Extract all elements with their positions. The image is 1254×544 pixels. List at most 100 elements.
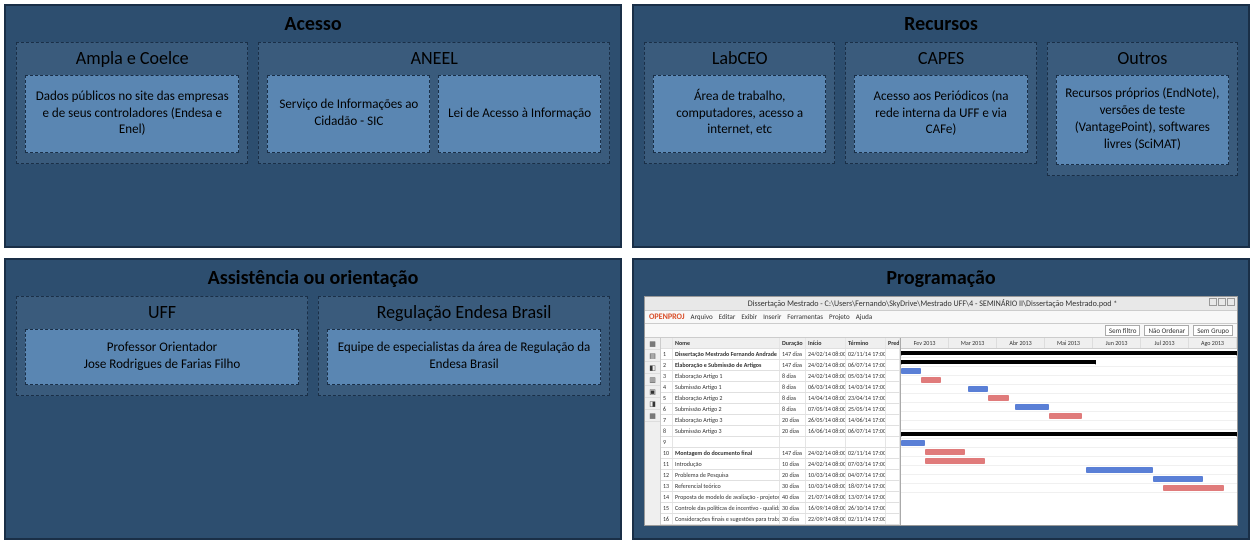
gantt-table-header: Nome Duração Início Término Pred...	[661, 338, 900, 349]
timeline-month: Abr 2013	[997, 338, 1045, 348]
table-row[interactable]: 6Submissão Artigo 28 dias07/05/14 08:002…	[661, 404, 900, 415]
timeline-month: Mar 2013	[949, 338, 997, 348]
card: Lei de Acesso à Informação	[438, 75, 601, 153]
gantt-row	[901, 430, 1237, 439]
menu-item[interactable]: Exibir	[741, 312, 757, 322]
summary-bar	[901, 360, 1096, 364]
table-row[interactable]: 7Elaboração Artigo 320 dias26/05/14 08:0…	[661, 415, 900, 426]
table-row[interactable]: 15Controle das políticas de incentivo - …	[661, 503, 900, 514]
gantt-row	[901, 439, 1237, 448]
gantt-row	[901, 385, 1237, 394]
table-row[interactable]: 3Elaboração Artigo 18 dias24/02/14 08:00…	[661, 371, 900, 382]
table-row[interactable]: 8Submissão Artigo 320 dias16/06/14 08:00…	[661, 426, 900, 437]
gantt-row	[901, 376, 1237, 385]
table-row[interactable]: 12Problema de Pesquisa20 dias10/03/14 08…	[661, 470, 900, 481]
card: Serviço de Informações ao Cidadão - SIC	[267, 75, 430, 153]
view-icon[interactable]: ▦	[645, 338, 660, 350]
table-row[interactable]: 11Introdução10 dias24/02/14 08:0007/03/1…	[661, 459, 900, 470]
menu-item[interactable]: Inserir	[763, 312, 781, 322]
sub-title: Ampla e Coelce	[76, 47, 189, 69]
sub-body: Área de trabalho, computadores, acesso a…	[653, 75, 826, 153]
menu-item[interactable]: Ajuda	[856, 312, 872, 322]
table-row[interactable]: 1Dissertação Mestrado Fernando Andrade14…	[661, 349, 900, 360]
gantt-table: Nome Duração Início Término Pred... 1Dis…	[661, 338, 901, 525]
table-row[interactable]: 10Montagem do documento final147 dias24/…	[661, 448, 900, 459]
col-h: Término	[846, 338, 886, 348]
gantt-chart: Fev 2013 Mar 2013 Abr 2013 Mai 2013 Jun …	[901, 338, 1237, 525]
table-row[interactable]: 16Considerações finais e sugestões para …	[661, 514, 900, 525]
gantt-row	[901, 421, 1237, 430]
summary-bar	[901, 351, 1237, 355]
gantt-icon-column: ▦ ▤ ◧ ▥ ▣ ◨ ▦	[645, 338, 661, 525]
col-h	[661, 338, 673, 348]
task-bar[interactable]	[901, 368, 921, 374]
panel-acesso: Acesso Ampla e Coelce Dados públicos no …	[4, 4, 622, 248]
col-h: Início	[806, 338, 846, 348]
gantt-row	[901, 394, 1237, 403]
table-row[interactable]: 9	[661, 437, 900, 448]
timeline-month: Mai 2013	[1045, 338, 1093, 348]
view-icon[interactable]: ▦	[645, 410, 660, 422]
task-bar[interactable]	[968, 386, 988, 392]
task-bar[interactable]	[925, 458, 985, 464]
sub-title: UFF	[148, 301, 176, 323]
table-row[interactable]: 4Submissão Artigo 18 dias06/03/14 08:001…	[661, 382, 900, 393]
card: Área de trabalho, computadores, acesso a…	[653, 75, 826, 153]
sub-body: Recursos próprios (EndNote), versões de …	[1056, 75, 1229, 165]
sub-ampla: Ampla e Coelce Dados públicos no site da…	[16, 42, 248, 164]
timeline-month: Fev 2013	[901, 338, 949, 348]
summary-bar	[901, 432, 1237, 436]
sub-title: CAPES	[918, 47, 964, 69]
sub-body: Acesso aos Periódicos (na rede interna d…	[854, 75, 1027, 153]
gantt-row	[901, 358, 1237, 367]
menu-item[interactable]: Ferramentas	[787, 312, 823, 322]
table-row[interactable]: 14Proposta de modelo de avaliação - proj…	[661, 492, 900, 503]
task-bar[interactable]	[1086, 467, 1153, 473]
sub-labceo: LabCEO Área de trabalho, computadores, a…	[644, 42, 835, 164]
table-row[interactable]: 5Elaboração Artigo 28 dias14/04/14 08:00…	[661, 393, 900, 404]
filter-combo[interactable]: Sem filtro	[1105, 325, 1141, 336]
task-bar[interactable]	[1049, 413, 1083, 419]
gantt-row	[901, 403, 1237, 412]
panel-body-acesso: Ampla e Coelce Dados públicos no site da…	[16, 42, 610, 234]
window-controls[interactable]	[1208, 298, 1235, 309]
table-row[interactable]: 13Referencial teórico30 dias10/03/14 08:…	[661, 481, 900, 492]
sub-uff: UFF Professor Orientador Jose Rodrigues …	[16, 296, 308, 396]
panel-title-programacao: Programação	[644, 266, 1238, 290]
task-bar[interactable]	[1163, 485, 1223, 491]
panel-title-recursos: Recursos	[644, 12, 1238, 36]
sub-title: Regulação Endesa Brasil	[377, 301, 552, 323]
gantt-toolbar: Sem filtro Não Ordenar Sem Grupo	[645, 324, 1237, 338]
col-h: Pred...	[886, 338, 900, 348]
panel-title-acesso: Acesso	[16, 12, 610, 36]
view-icon[interactable]: ▥	[645, 374, 660, 386]
task-bar[interactable]	[1153, 476, 1203, 482]
gantt-titlebar: Dissertação Mestrado - C:\Users\Fernando…	[645, 297, 1237, 311]
task-bar[interactable]	[1015, 404, 1049, 410]
card: Professor Orientador Jose Rodrigues de F…	[25, 329, 299, 385]
menu-item[interactable]: Editar	[719, 312, 736, 322]
gantt-row	[901, 466, 1237, 475]
gantt-row	[901, 367, 1237, 376]
gantt-window-title: Dissertação Mestrado - C:\Users\Fernando…	[748, 299, 1118, 309]
task-bar[interactable]	[901, 440, 925, 446]
view-icon[interactable]: ▣	[645, 386, 660, 398]
view-icon[interactable]: ▤	[645, 350, 660, 362]
sub-title: ANEEL	[411, 47, 458, 69]
task-bar[interactable]	[921, 377, 941, 383]
group-combo[interactable]: Sem Grupo	[1193, 325, 1233, 336]
sort-combo[interactable]: Não Ordenar	[1144, 325, 1189, 336]
gantt-timeline: Fev 2013 Mar 2013 Abr 2013 Mai 2013 Jun …	[901, 338, 1237, 349]
sub-body: Professor Orientador Jose Rodrigues de F…	[25, 329, 299, 385]
timeline-month: Jul 2013	[1141, 338, 1189, 348]
panel-programacao: Programação Dissertação Mestrado - C:\Us…	[632, 258, 1250, 540]
view-icon[interactable]: ◨	[645, 398, 660, 410]
menu-item[interactable]: Arquivo	[691, 312, 713, 322]
gantt-row	[901, 349, 1237, 358]
view-icon[interactable]: ◧	[645, 362, 660, 374]
task-bar[interactable]	[988, 395, 1008, 401]
menu-item[interactable]: Projeto	[829, 312, 850, 322]
card: Recursos próprios (EndNote), versões de …	[1056, 75, 1229, 165]
table-row[interactable]: 2Elaboração e Submissão de Artigos147 di…	[661, 360, 900, 371]
task-bar[interactable]	[925, 449, 965, 455]
